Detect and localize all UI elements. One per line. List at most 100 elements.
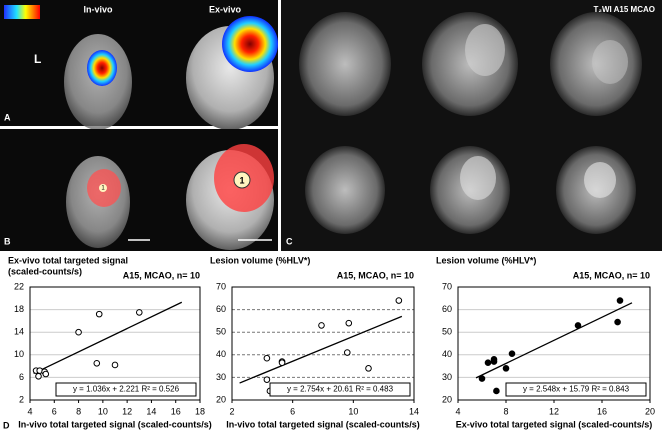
y-tick-label: 70 <box>216 281 226 291</box>
data-point <box>614 318 621 326</box>
equation: y = 2.548x + 15.79 R² = 0.843 <box>523 385 630 394</box>
subtitle: A15, MCAO, n= 10 <box>123 270 200 280</box>
x-tick-label: 4 <box>455 406 460 416</box>
panel-label: D <box>3 420 10 430</box>
data-point <box>278 359 286 367</box>
signal-hotspot <box>87 50 117 86</box>
x-tick-label: 12 <box>549 406 559 416</box>
y-tick-label: 40 <box>442 349 452 359</box>
data-point <box>574 322 582 329</box>
y-tick-label: 20 <box>216 394 226 404</box>
data-point <box>490 358 498 365</box>
plot-frame <box>231 286 415 401</box>
x-tick-label: 12 <box>122 406 132 416</box>
y-tick-label: 14 <box>14 327 24 337</box>
data-point <box>35 372 42 380</box>
mri-slice <box>305 146 385 234</box>
data-point <box>93 359 101 367</box>
x-tick-label: 4 <box>27 406 32 416</box>
y-tick-label: 2 <box>19 394 24 404</box>
scatter-chart: Lesion volume (%HLV*) A15, MCAO, n= 10 20 3… <box>436 255 655 429</box>
data-point <box>502 365 510 372</box>
y-axis-label: Ex-vivo total targeted signal <box>8 255 128 265</box>
lesion <box>584 162 616 198</box>
panel-label: C <box>286 236 293 246</box>
y-tick-label: 40 <box>216 349 226 359</box>
equation: y = 1.036x + 2.221 R² = 0.526 <box>73 385 180 394</box>
x-tick-label: 10 <box>98 406 108 416</box>
panel-label: A <box>4 112 11 122</box>
subtitle: A15, MCAO, n= 10 <box>337 270 414 280</box>
data-point <box>395 297 403 304</box>
x-tick-label: 14 <box>409 406 419 416</box>
equation-box <box>505 382 647 397</box>
y-tick-label: 30 <box>216 372 226 382</box>
y-axis-label: Lesion volume (%HLV*) <box>210 255 310 265</box>
label: T₂WI A15 MCAO <box>594 5 655 14</box>
x-axis-label: In-vivo total targeted signal (scaled-co… <box>226 419 420 429</box>
y-tick-label: 30 <box>442 372 452 382</box>
side-label: L <box>34 52 41 66</box>
equation: y = 2.754x + 20.61 R² = 0.483 <box>287 385 394 394</box>
y-tick-label: 10 <box>14 349 24 359</box>
x-tick-label: 20 <box>645 406 655 416</box>
y-tick-label: 50 <box>442 327 452 337</box>
plot-frame <box>29 286 201 401</box>
data-point <box>616 297 624 304</box>
label: Ex-vivo <box>209 4 242 14</box>
data-point <box>263 376 271 383</box>
x-tick-label: 18 <box>195 406 205 416</box>
data-point <box>508 350 516 357</box>
x-axis-label: In-vivo total targeted signal (scaled-co… <box>18 419 212 429</box>
panel-a: In-vivo Ex-vivo L A <box>0 0 278 130</box>
trendline <box>475 302 633 379</box>
trendline <box>33 301 183 375</box>
y-tick-label: 70 <box>442 281 452 291</box>
data-point <box>478 375 486 382</box>
color-scale <box>4 5 40 19</box>
data-point <box>95 310 103 318</box>
y-tick-label: 18 <box>14 304 24 314</box>
roi-label: 1 <box>239 175 244 185</box>
x-axis-label: Ex-vivo total targeted signal (scaled-co… <box>456 419 653 429</box>
roi-label: 1 <box>101 186 105 192</box>
data-point <box>345 319 353 327</box>
data-point <box>484 359 492 367</box>
data-point <box>365 365 372 372</box>
data-point <box>318 322 325 329</box>
y-axis-label: Lesion volume (%HLV*) <box>436 255 536 265</box>
panel-label: B <box>4 236 11 246</box>
x-tick-label: 16 <box>597 406 607 416</box>
y-tick-label: 60 <box>216 304 226 314</box>
signal-hotspot <box>222 16 278 72</box>
lesion <box>465 24 505 76</box>
x-tick-label: 14 <box>146 406 156 416</box>
x-tick-label: 8 <box>76 406 81 416</box>
data-point <box>493 387 500 395</box>
equation-box <box>269 382 411 397</box>
data-point <box>75 328 82 336</box>
roi-marker <box>233 171 251 189</box>
scatter-chart: Ex-vivo total targeted signal(scaled-cou… <box>8 255 212 429</box>
label: In-vivo <box>83 4 113 14</box>
panel-b: 1 1 B <box>0 129 278 251</box>
mri-slice <box>299 12 391 116</box>
x-tick-label: 10 <box>348 406 358 416</box>
y-tick-label: 50 <box>216 327 226 337</box>
data-point <box>343 349 351 356</box>
equation-box <box>55 382 197 397</box>
x-tick-label: 8 <box>503 406 508 416</box>
panel-c: T₂WI A15 MCAO C <box>281 0 662 251</box>
y-tick-label: 22 <box>14 281 24 291</box>
lesion <box>460 156 496 200</box>
data-point <box>42 370 50 378</box>
y-tick-label: 60 <box>442 304 452 314</box>
roi-marker <box>99 184 107 192</box>
y-tick-label: 20 <box>442 394 452 404</box>
x-tick-label: 2 <box>229 406 234 416</box>
x-tick-label: 6 <box>290 406 295 416</box>
data-point <box>111 361 119 369</box>
plot-frame <box>457 286 651 401</box>
x-tick-label: 16 <box>171 406 181 416</box>
